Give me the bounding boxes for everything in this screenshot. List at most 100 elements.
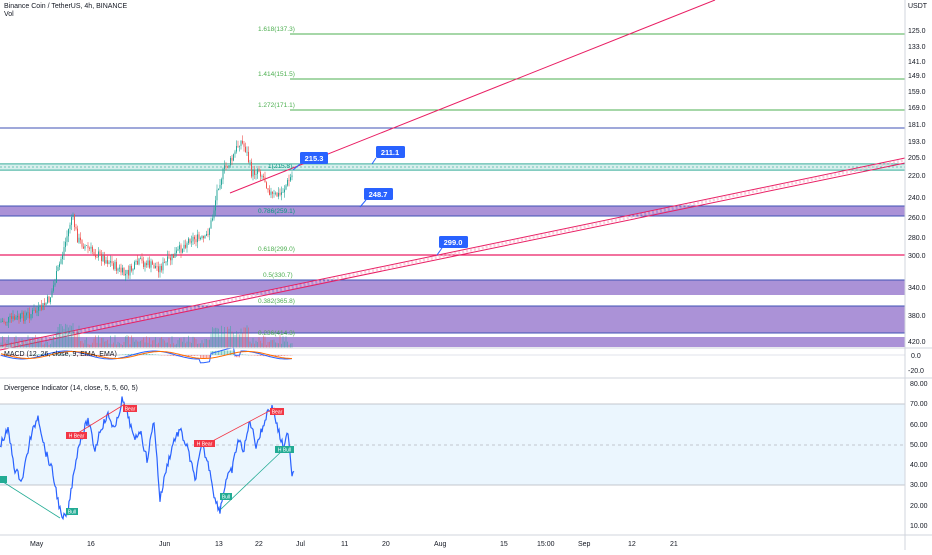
candle-body bbox=[140, 258, 141, 259]
candle-body bbox=[23, 313, 24, 321]
macd-histogram-bar bbox=[277, 355, 278, 356]
volume-bar bbox=[52, 337, 53, 348]
candle-body bbox=[154, 265, 155, 269]
volume-bar bbox=[167, 343, 168, 348]
price-axis[interactable]: USDT 125.0 133.0 141.0 149.0 159.0 169.0… bbox=[908, 3, 928, 346]
candle-body bbox=[241, 141, 242, 146]
hbear-label-1: H Bear bbox=[66, 432, 87, 440]
candle-body bbox=[206, 234, 207, 236]
volume-bar bbox=[257, 342, 258, 348]
candle-body bbox=[70, 225, 71, 229]
macd-pane[interactable] bbox=[0, 348, 905, 363]
volume-bar bbox=[68, 327, 69, 348]
bull-label-1: Bull bbox=[66, 508, 78, 516]
volume-bar bbox=[203, 343, 204, 348]
candle-body bbox=[16, 317, 17, 319]
volume-bar bbox=[79, 326, 80, 348]
divergence-pane[interactable]: Bear H Bear H Bear Bear Bull Bull bbox=[0, 397, 905, 519]
volume-bar bbox=[70, 325, 71, 348]
candle-body bbox=[227, 167, 228, 168]
candle-body bbox=[284, 189, 285, 192]
time-tick: 22 bbox=[255, 541, 263, 548]
volume-bar bbox=[56, 332, 57, 348]
candle-body bbox=[41, 305, 42, 310]
candle-body bbox=[158, 266, 159, 272]
volume-bar bbox=[121, 344, 122, 348]
volume-bar bbox=[154, 340, 155, 348]
volume-bar bbox=[88, 344, 89, 348]
candle-body bbox=[89, 248, 90, 249]
macd-histogram-bar bbox=[130, 354, 131, 355]
volume-bar bbox=[211, 334, 212, 348]
candle-body bbox=[112, 261, 113, 263]
volume-bar bbox=[149, 338, 150, 348]
macd-histogram-bar bbox=[145, 354, 146, 355]
candle-body bbox=[248, 152, 249, 162]
symbol-title[interactable]: Binance Coin / TetherUS, 4h, BINANCE bbox=[4, 3, 127, 10]
volume-bar bbox=[10, 343, 11, 348]
macd-histogram-bar bbox=[286, 355, 287, 356]
time-axis[interactable]: May 16 Jun 13 22 Jul 11 20 Aug 15 15:00 … bbox=[30, 541, 678, 548]
volume-bar bbox=[35, 335, 36, 348]
candle-body bbox=[124, 268, 125, 275]
macd-histogram-bar bbox=[254, 355, 255, 356]
volume-bar bbox=[157, 344, 158, 348]
candle-body bbox=[19, 316, 20, 319]
volume-bar bbox=[64, 329, 65, 348]
candle-body bbox=[166, 262, 167, 263]
candle-body bbox=[91, 247, 92, 249]
volume-bar bbox=[224, 327, 225, 348]
candle-body bbox=[113, 263, 114, 269]
volume-bar bbox=[286, 336, 287, 348]
volume-bar bbox=[143, 338, 144, 348]
volume-bar bbox=[290, 344, 291, 348]
candle-body bbox=[251, 162, 252, 177]
volume-bar bbox=[145, 342, 146, 348]
macd-axis[interactable]: 0.0 -20.0 bbox=[908, 353, 924, 375]
price-tick: 169.0 bbox=[908, 105, 926, 112]
candle-body bbox=[62, 255, 63, 259]
volume-bar bbox=[262, 343, 263, 348]
fib-label-0382: 0.382(365.8) bbox=[258, 298, 295, 305]
macd-tick: -20.0 bbox=[908, 368, 924, 375]
candle-body bbox=[257, 169, 258, 174]
candle-body bbox=[46, 303, 47, 305]
price-tick: 280.0 bbox=[908, 235, 926, 242]
volume-bar bbox=[196, 339, 197, 348]
volume-bar bbox=[38, 342, 39, 348]
volume-bar bbox=[278, 343, 279, 348]
candle-body bbox=[121, 268, 122, 273]
candle-body bbox=[136, 261, 137, 262]
volume-bar bbox=[13, 343, 14, 348]
macd-histogram-bar bbox=[172, 355, 173, 356]
candle-body bbox=[118, 269, 119, 271]
divergence-legend[interactable]: Divergence Indicator (14, close, 5, 5, 6… bbox=[4, 385, 138, 392]
candle-body bbox=[137, 261, 138, 264]
time-tick: 21 bbox=[670, 541, 678, 548]
macd-legend[interactable]: MACD (12, 26, close, 9, EMA, EMA) bbox=[4, 351, 117, 358]
fib-label-05: 0.5(330.7) bbox=[263, 272, 293, 279]
candle-body bbox=[149, 260, 150, 267]
candle-body bbox=[269, 190, 270, 195]
fib-label-1414: 1.414(151.5) bbox=[258, 71, 295, 78]
volume-bar bbox=[250, 342, 251, 348]
volume-bar bbox=[11, 342, 12, 348]
volume-bar bbox=[163, 339, 164, 348]
volume-bar bbox=[118, 342, 119, 348]
candle-body bbox=[230, 158, 231, 165]
candle-body bbox=[130, 266, 131, 276]
candle-body bbox=[139, 259, 140, 265]
volume-bar bbox=[53, 336, 54, 348]
div-tick: 20.00 bbox=[910, 503, 928, 510]
candle-body bbox=[7, 322, 8, 323]
divergence-axis[interactable]: 80.00 70.00 60.00 50.00 40.00 30.00 20.0… bbox=[910, 381, 928, 530]
candle-body bbox=[275, 193, 276, 194]
candle-body bbox=[197, 234, 198, 242]
volume-bar bbox=[193, 337, 194, 348]
candle-body bbox=[247, 152, 248, 153]
volume-bar bbox=[86, 338, 87, 348]
candle-body bbox=[100, 251, 101, 253]
macd-histogram-bar bbox=[173, 355, 174, 356]
